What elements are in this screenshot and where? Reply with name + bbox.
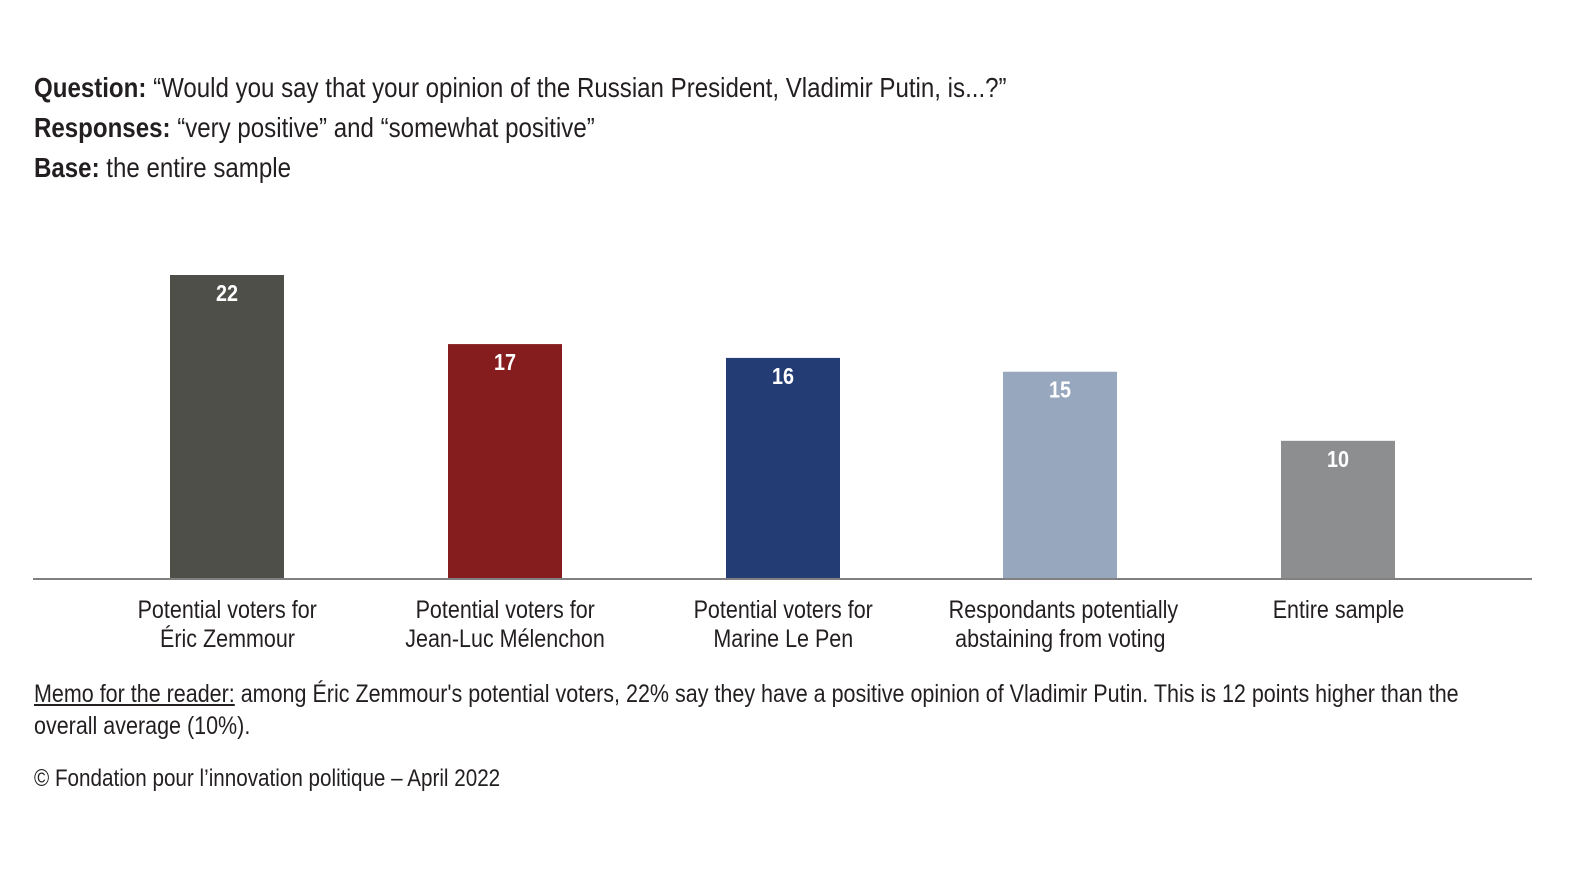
question-text: “Would you say that your opinion of the … <box>153 72 1007 103</box>
category-label-line: Jean-Luc Mélenchon <box>405 625 605 653</box>
bar <box>170 275 284 579</box>
base-line: Base: the entire sample <box>34 152 333 184</box>
category-label-line: Marine Le Pen <box>713 625 853 653</box>
question-label: Question: <box>34 72 147 103</box>
bar-chart: 22 17 16 15 10 <box>33 275 1532 580</box>
category-label-line: Potential voters for <box>415 596 595 624</box>
category-label: Respondants potentially abstaining from v… <box>930 596 1190 654</box>
base-text: the entire sample <box>106 152 292 183</box>
bar <box>726 357 840 579</box>
category-label: Potential voters for Éric Zemmour <box>97 596 357 654</box>
question-line: Question: “Would you say that your opini… <box>34 72 1165 104</box>
category-label-line: Respondants potentially <box>948 596 1179 624</box>
memo-label: Memo for the reader: <box>34 680 235 708</box>
bar-value-label: 10 <box>1327 446 1349 472</box>
bar-value-label: 17 <box>494 350 516 376</box>
category-label: Potential voters for Marine Le Pen <box>653 596 913 654</box>
bar <box>448 344 562 579</box>
memo-text: among Éric Zemmour's potential voters, 2… <box>34 680 1459 740</box>
bar-value-label: 22 <box>216 281 238 307</box>
category-label-line: abstaining from voting <box>954 625 1166 653</box>
credit-line: © Fondation pour l’innovation politique … <box>34 765 501 792</box>
responses-line: Responses: “very positive” and “somewhat… <box>34 112 686 144</box>
bar <box>1003 371 1117 579</box>
bar-value-label: 15 <box>1049 377 1071 403</box>
category-label: Entire sample <box>1208 596 1468 625</box>
category-label: Potential voters for Jean-Luc Mélenchon <box>375 596 635 654</box>
bar-value-label: 16 <box>772 364 794 390</box>
base-label: Base: <box>34 152 100 183</box>
memo-note: Memo for the reader: among Éric Zemmour'… <box>34 678 1513 742</box>
category-label-line: Entire sample <box>1272 596 1404 624</box>
responses-text: “very positive” and “somewhat positive” <box>177 112 595 143</box>
category-label-line: Potential voters for <box>137 596 317 624</box>
category-label-line: Potential voters for <box>693 596 873 624</box>
bar <box>1281 440 1395 579</box>
category-label-line: Éric Zemmour <box>159 625 295 653</box>
responses-label: Responses: <box>34 112 171 143</box>
